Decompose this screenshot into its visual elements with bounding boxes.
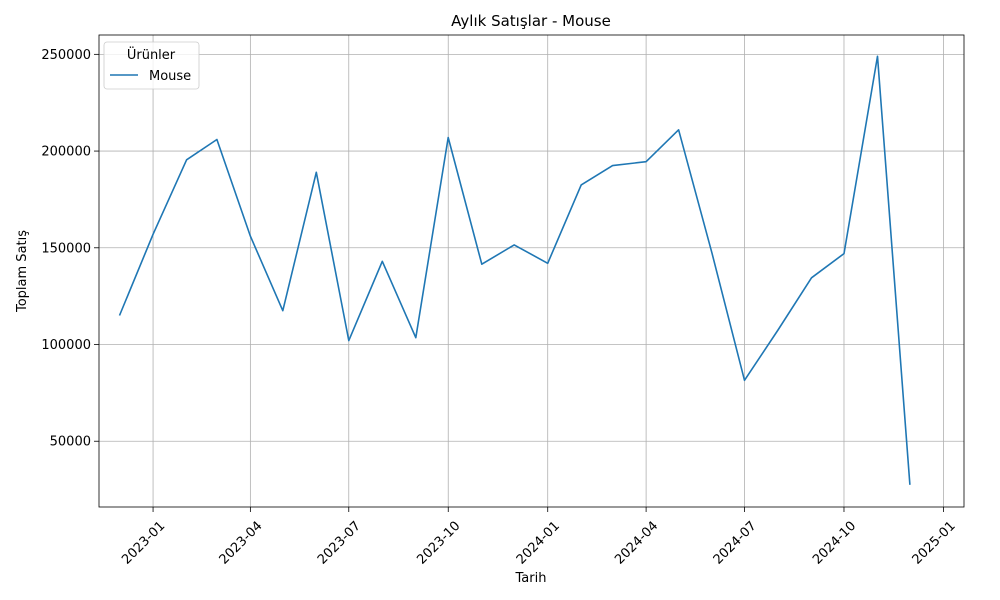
y-tick-label: 200000 (41, 145, 91, 160)
legend-box (103, 41, 200, 90)
y-tick-label: 100000 (41, 338, 91, 353)
legend-title: Ürünler (127, 46, 176, 63)
y-tick-label: 150000 (41, 241, 91, 256)
grid (99, 35, 964, 507)
legend: Ürünler Mouse (103, 41, 200, 90)
chart-title: Aylık Satışlar - Mouse (451, 12, 611, 30)
series-layer (118, 55, 911, 485)
y-tick-label: 250000 (41, 48, 91, 63)
x-axis-label: Tarih (515, 571, 547, 586)
y-axis-label: Toplam Satış (15, 230, 30, 313)
legend-label-mouse: Mouse (149, 69, 191, 84)
y-tick-label: 50000 (50, 435, 91, 450)
y-axis: 50000 100000 150000 200000 250000 (41, 48, 99, 450)
plot-frame (98, 34, 965, 508)
